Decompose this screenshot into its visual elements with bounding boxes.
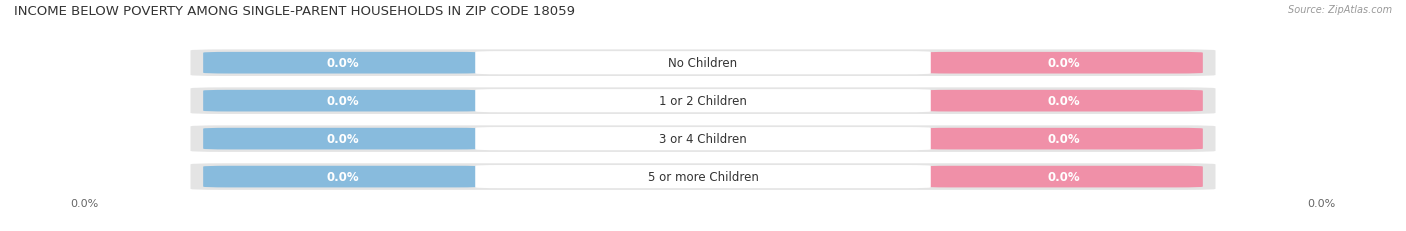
FancyBboxPatch shape bbox=[202, 166, 481, 188]
Text: INCOME BELOW POVERTY AMONG SINGLE-PARENT HOUSEHOLDS IN ZIP CODE 18059: INCOME BELOW POVERTY AMONG SINGLE-PARENT… bbox=[14, 5, 575, 18]
Text: 0.0%: 0.0% bbox=[70, 198, 98, 208]
FancyBboxPatch shape bbox=[190, 126, 1215, 152]
Text: 3 or 4 Children: 3 or 4 Children bbox=[659, 133, 747, 146]
FancyBboxPatch shape bbox=[475, 90, 931, 113]
Text: 0.0%: 0.0% bbox=[1047, 57, 1080, 70]
FancyBboxPatch shape bbox=[475, 165, 931, 188]
FancyBboxPatch shape bbox=[475, 128, 931, 151]
Text: 0.0%: 0.0% bbox=[1308, 198, 1336, 208]
FancyBboxPatch shape bbox=[925, 91, 1204, 112]
Text: 0.0%: 0.0% bbox=[1047, 133, 1080, 146]
FancyBboxPatch shape bbox=[475, 52, 931, 75]
Text: 0.0%: 0.0% bbox=[326, 170, 359, 183]
Text: 0.0%: 0.0% bbox=[1047, 170, 1080, 183]
Text: 5 or more Children: 5 or more Children bbox=[648, 170, 758, 183]
Text: No Children: No Children bbox=[668, 57, 738, 70]
FancyBboxPatch shape bbox=[202, 53, 481, 74]
FancyBboxPatch shape bbox=[925, 166, 1204, 188]
FancyBboxPatch shape bbox=[925, 53, 1204, 74]
Text: 0.0%: 0.0% bbox=[326, 57, 359, 70]
FancyBboxPatch shape bbox=[190, 88, 1215, 114]
FancyBboxPatch shape bbox=[202, 91, 481, 112]
Text: 1 or 2 Children: 1 or 2 Children bbox=[659, 95, 747, 108]
Text: 0.0%: 0.0% bbox=[326, 95, 359, 108]
FancyBboxPatch shape bbox=[202, 128, 481, 150]
FancyBboxPatch shape bbox=[190, 50, 1215, 77]
Text: 0.0%: 0.0% bbox=[326, 133, 359, 146]
FancyBboxPatch shape bbox=[190, 164, 1215, 190]
FancyBboxPatch shape bbox=[925, 128, 1204, 150]
Text: 0.0%: 0.0% bbox=[1047, 95, 1080, 108]
Text: Source: ZipAtlas.com: Source: ZipAtlas.com bbox=[1288, 5, 1392, 15]
